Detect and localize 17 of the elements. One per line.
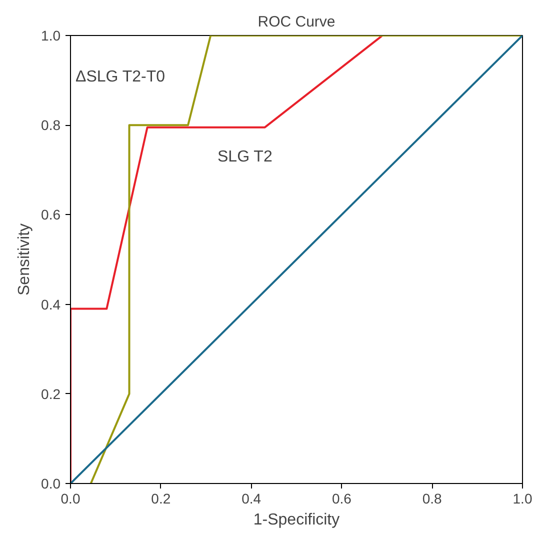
x-tick-label: 0.8 <box>422 490 442 506</box>
x-tick-label: 0.2 <box>151 490 171 506</box>
annotation: SLG T2 <box>218 148 272 166</box>
chart-title: ROC Curve <box>258 14 336 30</box>
y-tick-label: 0.2 <box>41 386 61 402</box>
x-tick-label: 0.0 <box>60 490 80 506</box>
x-tick-label: 1.0 <box>512 490 532 506</box>
x-axis-title: 1-Specificity <box>253 512 340 528</box>
x-tick-label: 0.6 <box>332 490 352 506</box>
y-axis-title: Sensitivity <box>16 223 34 296</box>
y-tick-label: 0.8 <box>41 117 61 134</box>
y-tick-label: 1.0 <box>41 28 61 44</box>
annotation: ΔSLG T2-T0 <box>76 68 166 86</box>
y-tick-label: 0.0 <box>41 476 61 492</box>
x-tick-label: 0.4 <box>242 490 262 506</box>
y-tick-label: 0.4 <box>41 296 61 312</box>
y-tick-label: 0.6 <box>41 206 61 223</box>
